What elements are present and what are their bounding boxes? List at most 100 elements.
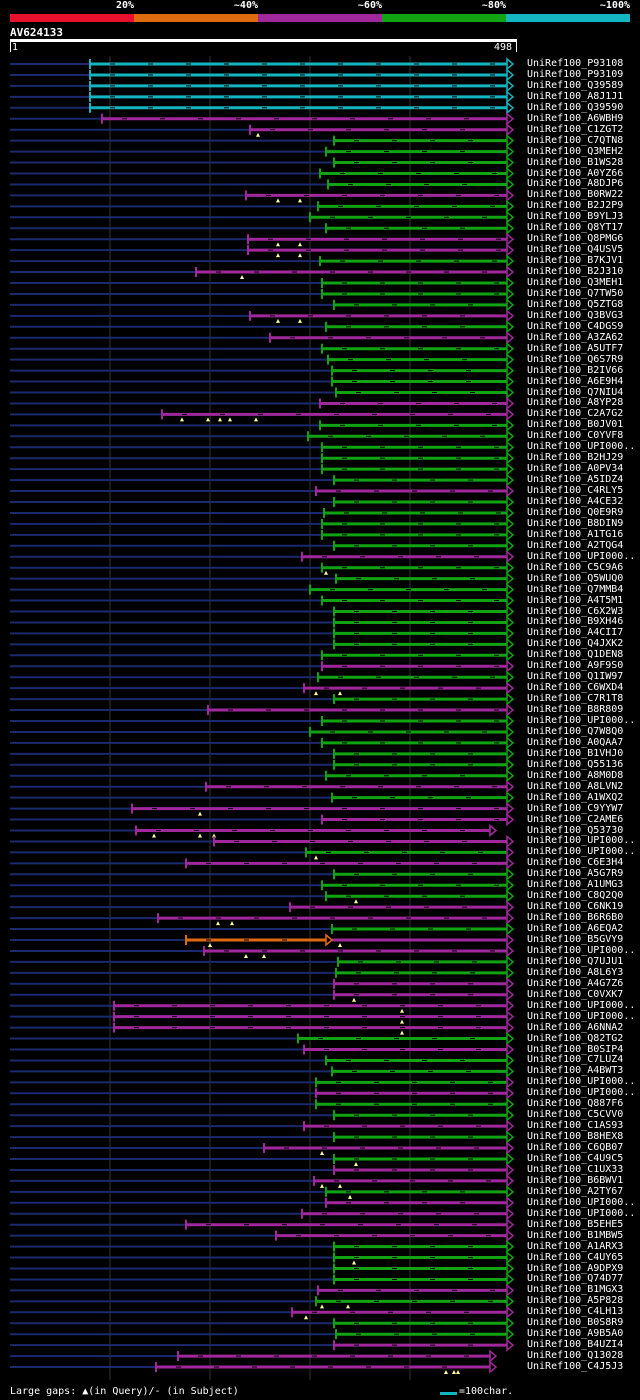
hit-label[interactable]: UniRef100_C4UY65 bbox=[527, 1251, 624, 1263]
hit-label[interactable]: UniRef100_Q1IW97 bbox=[527, 671, 624, 683]
hit-label[interactable]: UniRef100_A5IDZ4 bbox=[527, 474, 624, 486]
hit-label[interactable]: UniRef100_Q887F6 bbox=[527, 1098, 624, 1110]
hit-label[interactable]: UniRef100_C4U9C5 bbox=[527, 1153, 624, 1164]
hit-label[interactable]: UniRef100_A8LVN2 bbox=[527, 780, 624, 792]
hit-label[interactable]: UniRef100_A1TG16 bbox=[527, 528, 624, 540]
hit-label[interactable]: UniRef100_B2IV66 bbox=[527, 364, 624, 376]
hit-label[interactable]: UniRef100_B0SIP4 bbox=[527, 1043, 624, 1055]
hit-label[interactable]: UniRef100_C8Q2Q0 bbox=[527, 890, 624, 902]
hit-label[interactable]: UniRef100_Q7NIU4 bbox=[527, 386, 624, 398]
hit-label[interactable]: UniRef100_A3ZA62 bbox=[527, 331, 624, 343]
hit-label[interactable]: UniRef100_C6WXD4 bbox=[527, 682, 624, 694]
hit-label[interactable]: UniRef100_B1WS28 bbox=[527, 156, 624, 168]
hit-label[interactable]: UniRef100_UPI000.. bbox=[527, 846, 636, 858]
hit-label[interactable]: UniRef100_C7QTN8 bbox=[527, 134, 624, 146]
hit-label[interactable]: UniRef100_A6EQA2 bbox=[527, 923, 624, 935]
hit-label[interactable]: UniRef100_A9B5A0 bbox=[527, 1328, 624, 1340]
hit-label[interactable]: UniRef100_Q5WUQ0 bbox=[527, 572, 624, 584]
hit-label[interactable]: UniRef100_A2TY67 bbox=[527, 1185, 624, 1197]
hit-label[interactable]: UniRef100_A1ARX3 bbox=[527, 1240, 624, 1252]
hit-label[interactable]: UniRef100_A8M0D8 bbox=[527, 769, 624, 781]
hit-label[interactable]: UniRef100_B2J310 bbox=[527, 266, 624, 278]
hit-label[interactable]: UniRef100_B0JV01 bbox=[527, 419, 624, 431]
hit-label[interactable]: UniRef100_A0QAA7 bbox=[527, 736, 624, 748]
hit-label[interactable]: UniRef100_A4T5M1 bbox=[527, 594, 624, 606]
hit-label[interactable]: UniRef100_UPI000.. bbox=[527, 944, 636, 956]
hit-label[interactable]: UniRef100_A1WXQ2 bbox=[527, 791, 624, 803]
hit-label[interactable]: UniRef100_Q7TW50 bbox=[527, 287, 624, 299]
hit-label[interactable]: UniRef100_B2HJ29 bbox=[527, 452, 624, 464]
hit-label[interactable]: UniRef100_Q3BVG3 bbox=[527, 309, 624, 321]
hit-label[interactable]: UniRef100_UPI000.. bbox=[527, 1087, 636, 1099]
hit-label[interactable]: UniRef100_C9YYW7 bbox=[527, 802, 624, 814]
hit-label[interactable]: UniRef100_C6E3H4 bbox=[527, 857, 624, 869]
hit-label[interactable]: UniRef100_C7LUZ4 bbox=[527, 1054, 624, 1066]
hit-label[interactable]: UniRef100_Q8PMG6 bbox=[527, 233, 624, 245]
hit-label[interactable]: UniRef100_Q7W8Q0 bbox=[527, 725, 624, 737]
hit-label[interactable]: UniRef100_Q53730 bbox=[527, 824, 624, 836]
hit-label[interactable]: UniRef100_C4RLY5 bbox=[527, 485, 624, 497]
hit-label[interactable]: UniRef100_C6QB07 bbox=[527, 1142, 624, 1154]
hit-label[interactable]: UniRef100_Q39589 bbox=[527, 79, 624, 91]
hit-label[interactable]: UniRef100_B8HEX8 bbox=[527, 1131, 624, 1143]
hit-label[interactable]: UniRef100_A1UMG3 bbox=[527, 879, 624, 891]
hit-label[interactable]: UniRef100_A5P828 bbox=[527, 1295, 624, 1307]
hit-label[interactable]: UniRef100_B6R6B0 bbox=[527, 912, 624, 924]
hit-label[interactable]: UniRef100_B0S8R9 bbox=[527, 1317, 624, 1329]
hit-label[interactable]: UniRef100_UPI000.. bbox=[527, 715, 636, 726]
hit-label[interactable]: UniRef100_A8L6Y3 bbox=[527, 966, 624, 978]
hit-label[interactable]: UniRef100_UPI000.. bbox=[527, 999, 636, 1011]
hit-label[interactable]: UniRef100_Q7UJU1 bbox=[527, 955, 624, 967]
hit-label[interactable]: UniRef100_A0PV34 bbox=[527, 463, 624, 475]
hit-label[interactable]: UniRef100_A6E9H4 bbox=[527, 375, 624, 387]
hit-label[interactable]: UniRef100_C4DGS9 bbox=[527, 320, 624, 332]
hit-label[interactable]: UniRef100_Q1DEN8 bbox=[527, 649, 624, 661]
hit-label[interactable]: UniRef100_C5CVV0 bbox=[527, 1109, 624, 1121]
hit-label[interactable]: UniRef100_Q55136 bbox=[527, 758, 624, 770]
hit-label[interactable]: UniRef100_Q7MMB4 bbox=[527, 583, 624, 595]
hit-label[interactable]: UniRef100_C2A7G2 bbox=[527, 408, 624, 420]
hit-label[interactable]: UniRef100_A4BWT3 bbox=[527, 1065, 624, 1077]
hit-label[interactable]: UniRef100_Q3MEH1 bbox=[527, 277, 624, 288]
hit-label[interactable]: UniRef100_C2AME6 bbox=[527, 813, 624, 825]
hit-label[interactable]: UniRef100_A4CE32 bbox=[527, 496, 624, 507]
hit-label[interactable]: UniRef100_C5C9A6 bbox=[527, 561, 624, 573]
hit-label[interactable]: UniRef100_UPI000.. bbox=[527, 835, 636, 847]
hit-label[interactable]: UniRef100_Q6S7R9 bbox=[527, 353, 624, 365]
hit-label[interactable]: UniRef100_B9YLJ3 bbox=[527, 211, 624, 223]
hit-label[interactable]: UniRef100_UPI000.. bbox=[527, 441, 636, 453]
hit-label[interactable]: UniRef100_A0YZ66 bbox=[527, 167, 624, 179]
hit-label[interactable]: UniRef100_B8R809 bbox=[527, 704, 624, 716]
hit-label[interactable]: UniRef100_Q82TG2 bbox=[527, 1032, 624, 1044]
hit-label[interactable]: UniRef100_Q13028 bbox=[527, 1350, 624, 1362]
hit-label[interactable]: UniRef100_B5GVY9 bbox=[527, 934, 624, 945]
hit-label[interactable]: UniRef100_B1MGX3 bbox=[527, 1284, 624, 1296]
hit-label[interactable]: UniRef100_C0YVF8 bbox=[527, 430, 624, 442]
hit-label[interactable]: UniRef100_P93109 bbox=[527, 68, 624, 80]
hit-label[interactable]: UniRef100_Q4JXK2 bbox=[527, 638, 624, 650]
hit-label[interactable]: UniRef100_A9DPX9 bbox=[527, 1262, 624, 1274]
hit-label[interactable]: UniRef100_Q5ZTG8 bbox=[527, 298, 624, 310]
hit-label[interactable]: UniRef100_B8DIN9 bbox=[527, 517, 624, 529]
hit-label[interactable]: UniRef100_Q74D77 bbox=[527, 1273, 624, 1285]
hit-label[interactable]: UniRef100_B0RW22 bbox=[527, 189, 624, 201]
hit-label[interactable]: UniRef100_C1UX33 bbox=[527, 1163, 624, 1175]
hit-label[interactable]: UniRef100_C4LH13 bbox=[527, 1306, 624, 1318]
hit-label[interactable]: UniRef100_A6NNA2 bbox=[527, 1021, 624, 1033]
hit-label[interactable]: UniRef100_P93108 bbox=[527, 58, 624, 69]
hit-label[interactable]: UniRef100_A6WBH9 bbox=[527, 112, 624, 124]
hit-label[interactable]: UniRef100_UPI000.. bbox=[527, 1196, 636, 1208]
hit-label[interactable]: UniRef100_C4J5J3 bbox=[527, 1361, 624, 1373]
hit-label[interactable]: UniRef100_B1MBW5 bbox=[527, 1229, 624, 1241]
hit-label[interactable]: UniRef100_UPI000.. bbox=[527, 1010, 636, 1022]
hit-label[interactable]: UniRef100_B9XH46 bbox=[527, 616, 624, 628]
hit-label[interactable]: UniRef100_C6NK19 bbox=[527, 901, 624, 913]
hit-label[interactable]: UniRef100_Q0E9R9 bbox=[527, 506, 624, 518]
hit-label[interactable]: UniRef100_UPI000.. bbox=[527, 550, 636, 562]
hit-label[interactable]: UniRef100_B7KJV1 bbox=[527, 255, 624, 267]
hit-label[interactable]: UniRef100_A9F9S0 bbox=[527, 660, 624, 672]
hit-label[interactable]: UniRef100_A2TQG4 bbox=[527, 539, 624, 551]
hit-label[interactable]: UniRef100_A4G7Z6 bbox=[527, 977, 624, 989]
hit-label[interactable]: UniRef100_C1ZGT2 bbox=[527, 123, 624, 135]
hit-label[interactable]: UniRef100_C7R1T8 bbox=[527, 693, 624, 705]
